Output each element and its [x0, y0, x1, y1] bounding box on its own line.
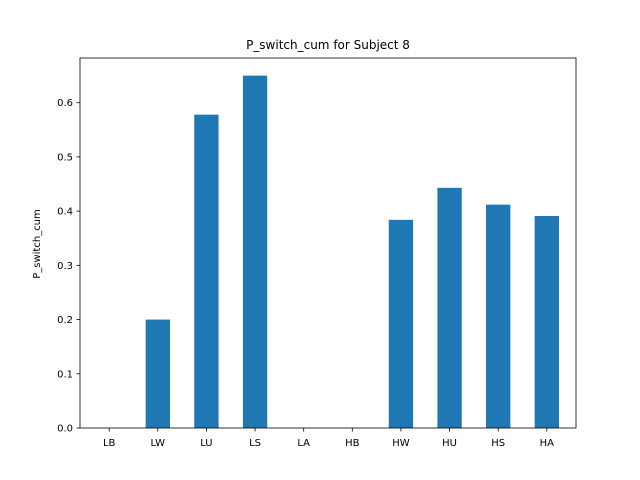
y-tick-label: 0.0 [57, 424, 73, 435]
y-tick-label: 0.4 [57, 207, 73, 218]
x-tick-label-la: LA [297, 438, 310, 449]
plot-frame [79, 57, 577, 429]
bar-ha [534, 216, 559, 428]
x-tick-label-lw: LW [151, 438, 166, 449]
bar-hs [486, 204, 511, 428]
x-tick-label-hw: HW [392, 438, 410, 449]
x-tick-label-hs: HS [491, 438, 505, 449]
y-tick-label: 0.5 [57, 152, 73, 163]
y-tick-label: 0.2 [57, 315, 73, 326]
bar-lw [145, 319, 170, 428]
bar-hw [388, 219, 414, 428]
x-tick-label-ls: LS [249, 438, 261, 449]
x-tick-label-lb: LB [103, 438, 116, 449]
y-tick-label: 0.1 [57, 369, 73, 380]
x-tick-label-lu: LU [200, 438, 212, 449]
y-tick-label: 0.6 [57, 98, 73, 109]
x-tick-label-ha: HA [540, 438, 555, 449]
bar-lu [194, 114, 219, 429]
x-tick-label-hb: HB [345, 438, 360, 449]
plot-area: LB LW LU LS LA HB HW HU HS HA 0.0 0.1 0.2 0.3 0.4 0.5 0.… [57, 57, 577, 449]
y-tick-label: 0.3 [57, 261, 73, 272]
x-tick-label-hu: HU [442, 438, 457, 449]
y-axis-label: P_switch_cum [32, 209, 43, 279]
bar-ls [242, 75, 268, 429]
bar-hu [437, 187, 462, 428]
chart-title: P_switch_cum for Subject 8 [246, 38, 410, 52]
